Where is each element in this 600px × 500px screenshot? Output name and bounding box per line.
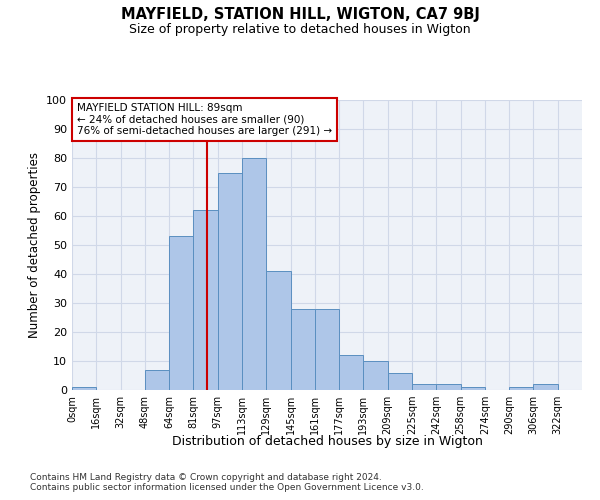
Bar (436, 384, 461, 390)
Text: MAYFIELD STATION HILL: 89sqm
← 24% of detached houses are smaller (90)
76% of se: MAYFIELD STATION HILL: 89sqm ← 24% of de… (77, 103, 332, 136)
Text: Size of property relative to detached houses in Wigton: Size of property relative to detached ho… (129, 22, 471, 36)
Text: Distribution of detached houses by size in Wigton: Distribution of detached houses by size … (172, 435, 482, 448)
Y-axis label: Number of detached properties: Number of detached properties (28, 152, 41, 338)
Bar (509, 387, 533, 390)
Text: Contains public sector information licensed under the Open Government Licence v3: Contains public sector information licen… (30, 484, 424, 492)
Bar (388, 372, 412, 390)
Bar (193, 210, 218, 390)
Bar (364, 361, 388, 390)
Bar (266, 271, 290, 390)
Bar (72, 387, 96, 390)
Bar (218, 172, 242, 390)
Bar (461, 387, 485, 390)
Bar (290, 309, 315, 390)
Bar (533, 384, 558, 390)
Text: Contains HM Land Registry data © Crown copyright and database right 2024.: Contains HM Land Registry data © Crown c… (30, 474, 382, 482)
Bar (242, 158, 266, 390)
Bar (169, 236, 193, 390)
Bar (145, 370, 169, 390)
Bar (412, 384, 436, 390)
Bar (315, 309, 339, 390)
Text: MAYFIELD, STATION HILL, WIGTON, CA7 9BJ: MAYFIELD, STATION HILL, WIGTON, CA7 9BJ (121, 8, 479, 22)
Bar (339, 355, 364, 390)
